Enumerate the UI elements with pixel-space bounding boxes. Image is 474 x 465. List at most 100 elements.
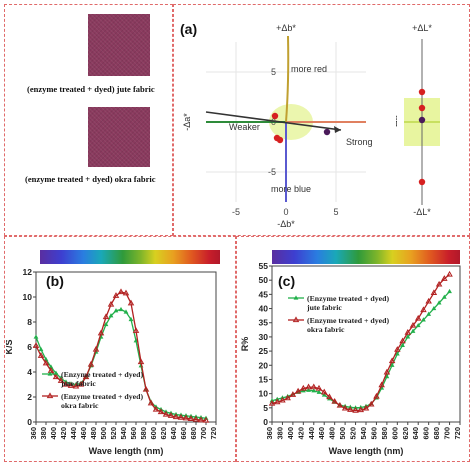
legend-label: (Enzyme treated + dyed) okra fabric [61,392,143,410]
data-point-okra [352,407,359,413]
x-tick-label: 700 [443,427,452,440]
data-point-okra [336,401,344,408]
legend-marker [47,371,53,376]
data-point-okra [202,416,210,423]
x-tick-label: 700 [199,427,208,440]
y-tick-label: 10 [23,292,33,302]
axis-label-left: -Δa* [182,113,192,131]
data-point-okra [172,413,180,420]
x-tick-label: 420 [296,427,305,440]
plot-frame [271,265,461,423]
x-tick-label: 720 [209,427,218,440]
data-point-okra [284,394,291,401]
x-tick-label: -5 [232,207,240,217]
x-axis-label: Wave length (nm) [89,446,164,456]
data-point-okra [107,300,115,307]
data-point-jute [321,392,327,397]
x-tick-label: 720 [453,427,462,440]
x-tick-label: 480 [328,427,337,440]
data-point-okra [373,392,380,399]
y-tick-label: 45 [259,289,269,299]
x-tick-label: 660 [179,427,188,440]
data-point-okra [87,360,95,367]
y-tick-label: -5 [268,167,276,177]
chart-b: (b) 0 2 4 6 8 10 12 360 380 400 420 440 460 480 500 520… [6,267,218,456]
annotation-more-red: more red [291,64,327,74]
data-point-jute [384,374,390,379]
x-tick-label: 640 [411,427,420,440]
x-tick-label: 500 [338,427,347,440]
data-point-okra [305,383,312,390]
data-point-jute [426,311,432,316]
data-point-jute [48,364,54,369]
chroma-arrowhead [334,126,341,133]
axis-label-bottom: -ΔL* [413,207,431,217]
panel-label-b: (b) [46,273,64,289]
data-point-okra [310,383,318,390]
x-tick-label: 380 [39,427,48,440]
y-tick-label: 25 [259,346,269,356]
data-point-okra [420,306,427,313]
x-tick-label: 500 [99,427,108,440]
data-point-jute [108,313,114,318]
y-tick-label: 5 [271,67,276,77]
legend-marker [292,316,300,323]
data-point-okra [67,382,75,388]
chart-c: (c) 0 5 10 15 20 25 30 35 40 45 50 55 360 380 400 420 44… [240,262,462,456]
y-tick-label: 4 [27,367,32,377]
data-point-okra [137,358,145,365]
data-point-okra [279,396,286,403]
jute-fabric-swatch [88,14,150,76]
y-axis-label: R% [240,337,250,352]
y-tick-label: 40 [259,304,269,314]
axis-pos-b [285,35,290,123]
spectrum-bar-c [272,250,460,264]
axis-label-bottom: -Δb* [277,219,295,229]
x-tick-label: 560 [369,427,378,440]
data-point-okra [394,346,401,352]
legend-label: (Enzyme treated + dyed) okra fabric [307,316,389,334]
data-point-jute [38,346,44,352]
y-tick-label: 15 [259,374,269,384]
y-tick-label: 50 [259,275,269,285]
data-point-okra [294,387,302,394]
data-point-okra [92,345,100,352]
x-tick-label: 380 [275,427,284,440]
data-point-okra [162,410,170,417]
legend-label: (Enzyme treated + dyed) jute fabric [306,294,389,312]
data-point-okra [399,337,406,344]
panel-label-a: (a) [180,21,197,37]
data-point-okra [388,357,396,364]
data-point-okra [192,415,200,422]
data-point-okra [441,275,448,281]
y-tick-label: 35 [259,318,269,328]
data-point-jute [421,317,426,322]
data-point-okra [367,400,375,407]
x-tick-label: 520 [109,427,118,440]
legend-marker [46,392,54,399]
data-point-okra [122,289,130,296]
y-tick-label: 30 [259,332,269,342]
data-point-okra [341,404,349,411]
l-data-point [418,104,426,112]
data-point-okra [157,408,165,415]
panel-label-c: (c) [278,273,295,289]
data-point-okra [197,416,205,423]
data-point-jute [128,316,134,322]
data-point-jute [103,321,109,327]
y-tick-label: 6 [27,342,32,352]
data-point-okra [430,289,438,296]
data-point [276,136,284,144]
y-tick-label: 10 [259,389,269,399]
data-point-okra [117,288,125,295]
y-tick-label: 55 [259,262,269,271]
data-point-okra [320,388,328,395]
data-point-okra [409,321,417,328]
data-point-okra [152,405,160,412]
data-point-okra [102,313,110,320]
x-tick-label: 640 [169,427,178,440]
x-tick-label: 680 [189,427,198,440]
data-point-okra [378,381,385,388]
data-point-jute [389,362,395,367]
data-point-okra [268,399,276,406]
